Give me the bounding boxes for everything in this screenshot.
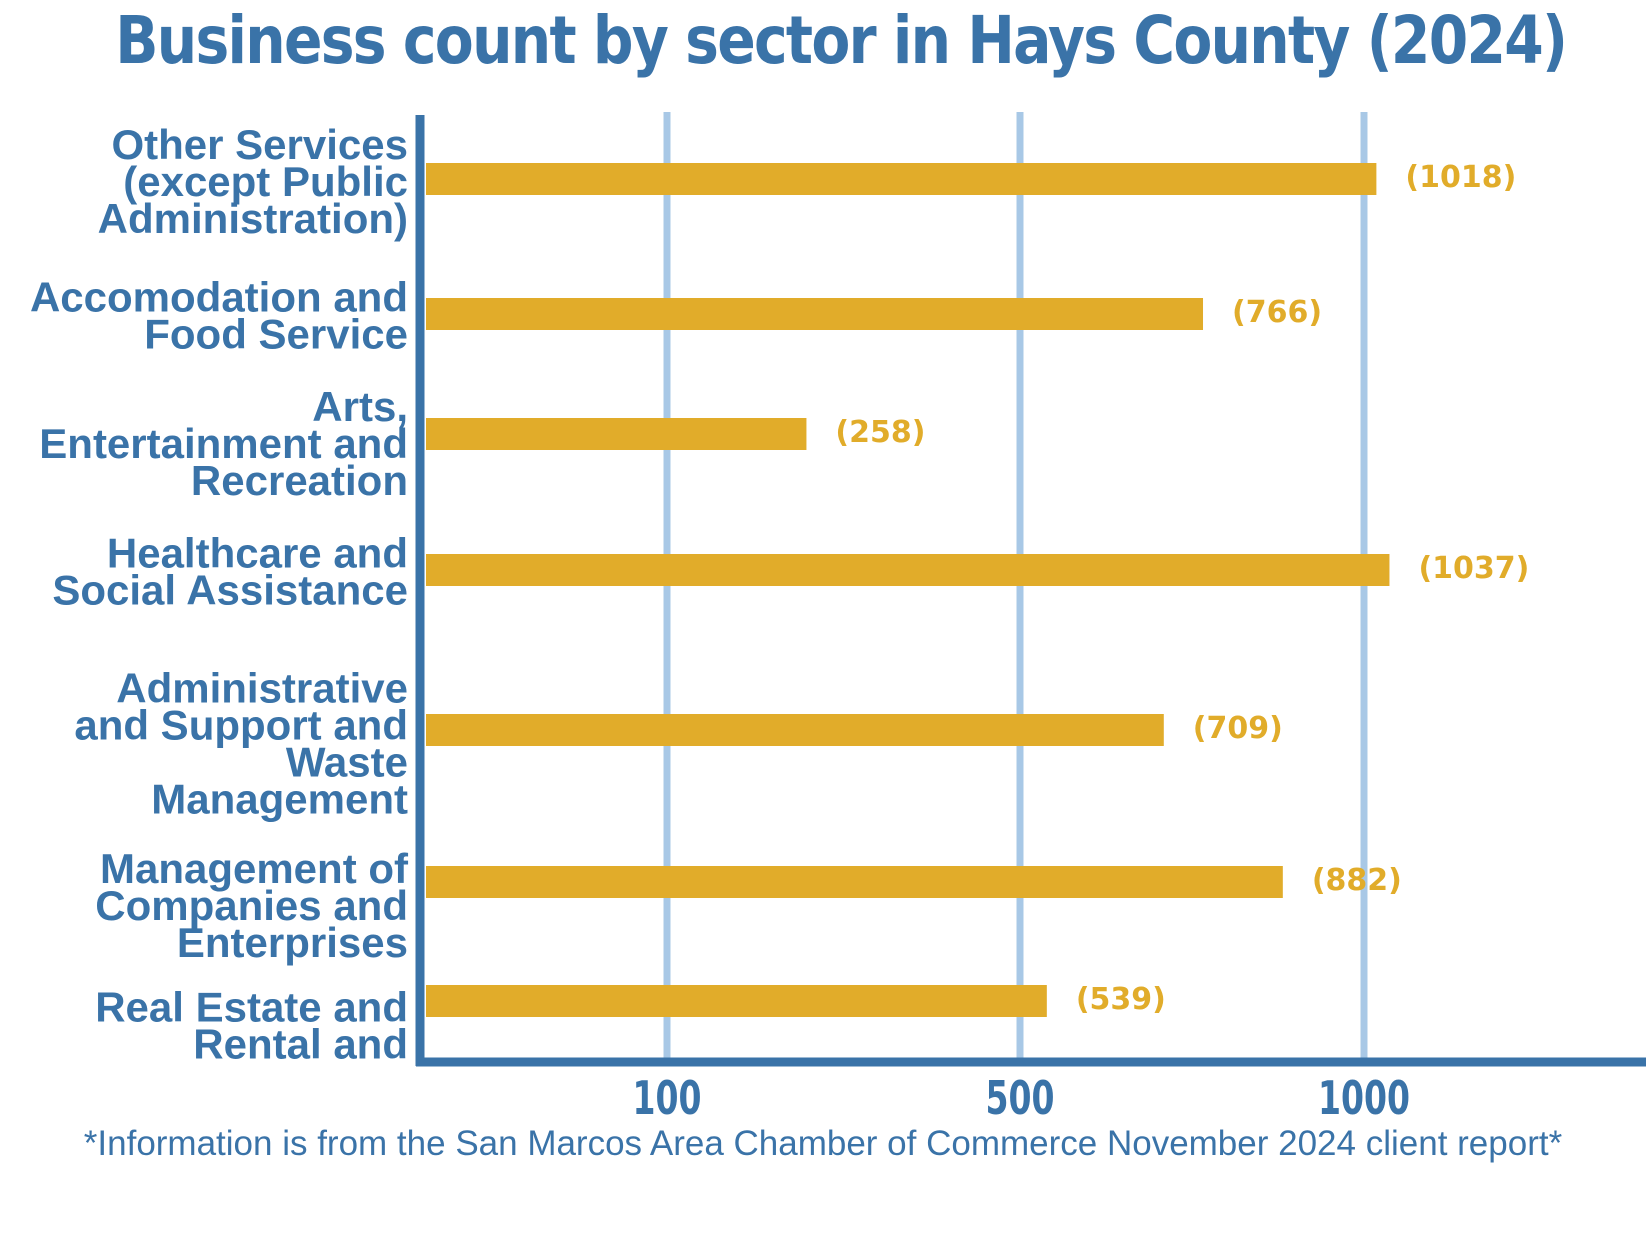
value-label-1: (766) — [1232, 295, 1322, 330]
value-label-6: (539) — [1076, 982, 1166, 1017]
value-label-0: (1018) — [1405, 160, 1516, 195]
category-label-line: Administration) — [98, 195, 408, 242]
category-label-line: Management — [151, 776, 408, 823]
bar-3 — [426, 554, 1390, 586]
category-label-line: Healthcare and — [107, 530, 408, 577]
category-label-6: Real Estate and Rental and — [95, 984, 408, 1068]
category-label-line: Companies and — [95, 882, 408, 929]
bars — [426, 163, 1390, 1017]
category-label-line: Social Assistance — [52, 567, 408, 614]
category-label-line: Rental and — [193, 1021, 408, 1068]
category-label-line: Real Estate and — [95, 984, 408, 1031]
category-label-line: (except Public — [123, 158, 408, 205]
category-label-line: Waste — [286, 739, 408, 786]
category-label-line: Administrative — [116, 665, 408, 712]
category-label-line: Accomodation and — [30, 274, 408, 321]
value-label-3: (1037) — [1418, 551, 1529, 586]
category-label-line: Enterprises — [177, 919, 408, 966]
value-label-5: (882) — [1312, 863, 1402, 898]
footnote: *Information is from the San Marcos Area… — [83, 1124, 1563, 1163]
category-label-line: and Support and — [74, 702, 408, 749]
category-label-line: Arts, — [312, 383, 408, 430]
category-label-1: Accomodation and Food Service — [30, 274, 408, 358]
axes — [415, 115, 1646, 1067]
bar-4 — [426, 714, 1164, 746]
bar-5 — [426, 866, 1283, 898]
category-labels: Other Services (except Public Administrati… — [30, 121, 409, 1068]
chart-title: Business count by sector in Hays County … — [115, 2, 1568, 79]
category-label-line: Other Services — [111, 121, 408, 168]
tick-labels: 100 500 1000 — [633, 1071, 1411, 1125]
value-label-2: (258) — [835, 415, 925, 450]
value-labels: (1018) (766) (258) (1037) (709) (882) (539) — [835, 160, 1529, 1017]
x-tick-label-500: 500 — [986, 1071, 1055, 1125]
category-label-5: Management of Companies and Enterprises — [95, 845, 409, 966]
x-tick-label-100: 100 — [633, 1071, 702, 1125]
category-label-4: Administrative and Support and Waste Manage… — [74, 665, 408, 823]
bar-6 — [426, 985, 1047, 1017]
value-label-4: (709) — [1193, 711, 1283, 746]
category-label-line: Entertainment and — [39, 420, 408, 467]
category-label-line: Food Service — [144, 311, 408, 358]
category-label-2: Arts, Entertainment and Recreation — [39, 383, 408, 504]
category-label-line: Recreation — [191, 457, 408, 504]
category-label-line: Management of — [100, 845, 409, 892]
bar-2 — [426, 418, 807, 450]
bar-0 — [426, 163, 1377, 195]
gridlines — [663, 112, 1368, 1062]
x-tick-label-1000: 1000 — [1318, 1071, 1410, 1125]
category-label-0: Other Services (except Public Administrati… — [98, 121, 408, 242]
category-label-3: Healthcare and Social Assistance — [52, 530, 408, 614]
bar-1 — [426, 298, 1204, 330]
